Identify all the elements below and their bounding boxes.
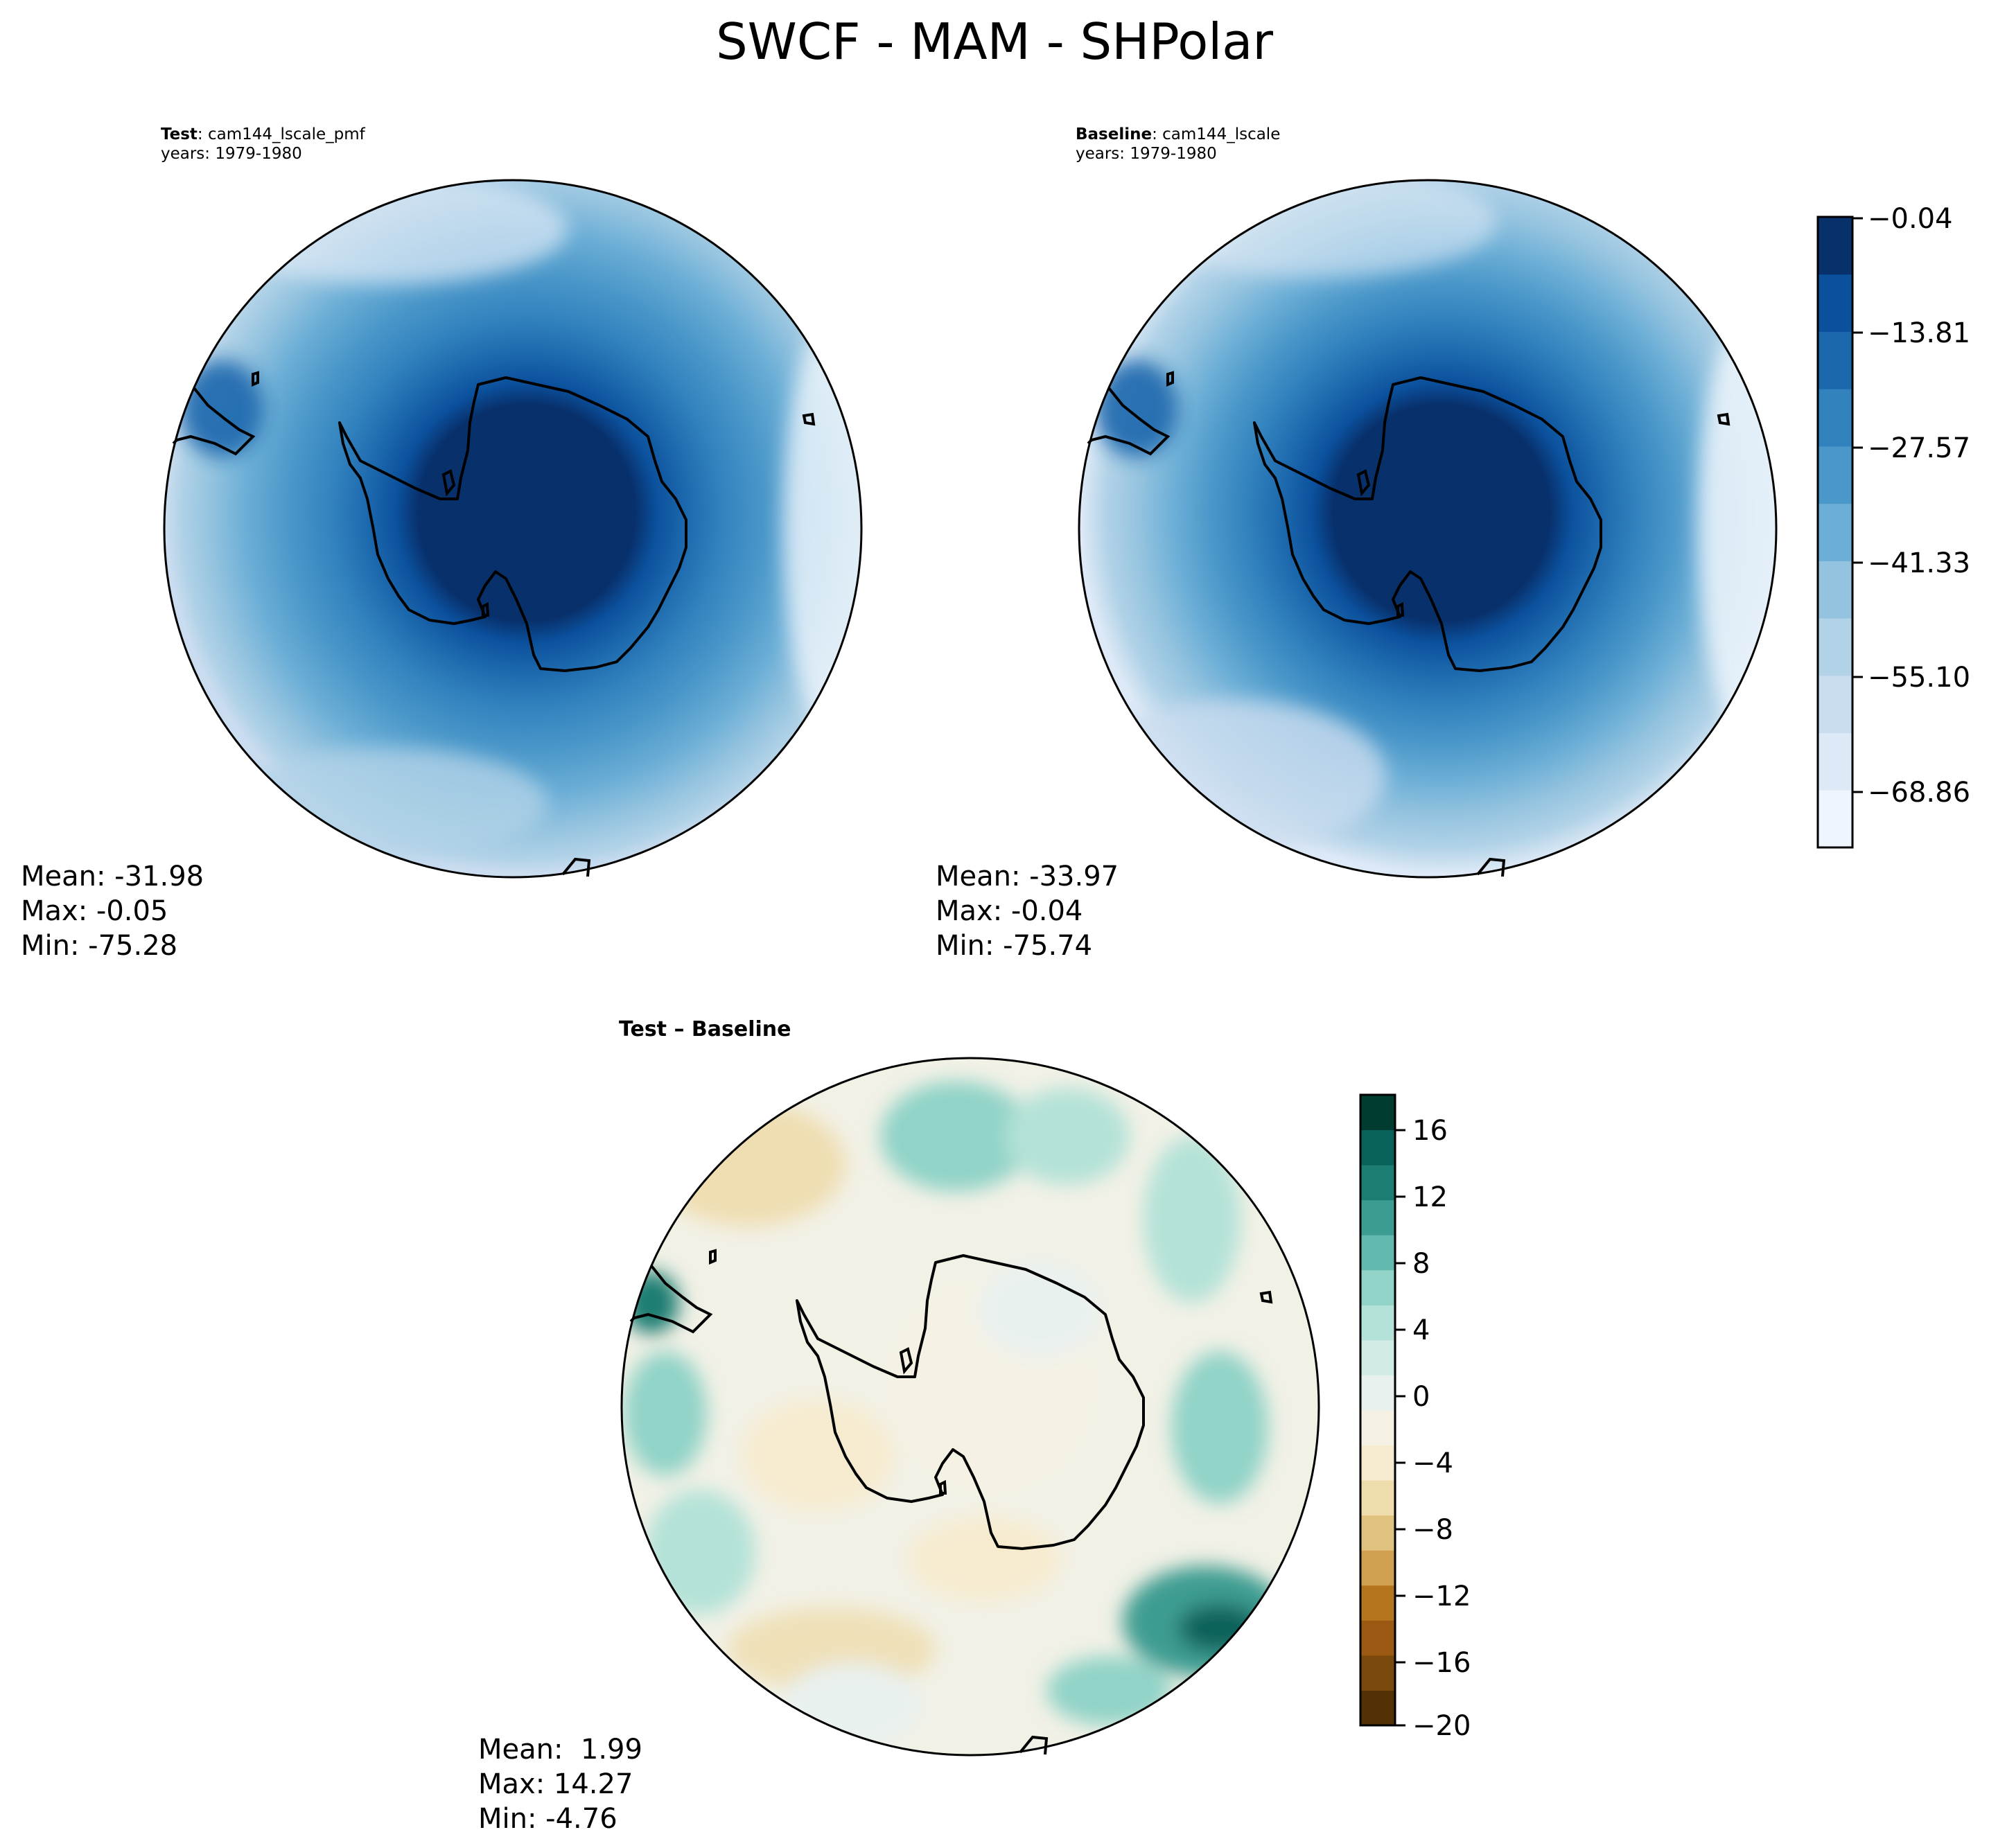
main-colorbar-band (1818, 446, 1852, 504)
diff-colorbar-tick: 8 (1412, 1248, 1430, 1280)
diff-colorbar-band (1360, 1095, 1395, 1131)
diff-colorbar-band (1360, 1550, 1395, 1586)
diff-colorbar-band (1360, 1339, 1395, 1375)
test-label-years: years: 1979-1980 (161, 145, 302, 163)
test-map-boundary (163, 179, 863, 879)
diff-colorbar-band (1360, 1585, 1395, 1621)
main-colorbar-band (1818, 675, 1852, 734)
diff-colorbar-band (1360, 1690, 1395, 1726)
test-map (163, 179, 863, 879)
diff-colorbar-band (1360, 1165, 1395, 1201)
baseline-mean: Mean: -33.97 (936, 861, 1119, 892)
diff-colorbar-tick: −20 (1412, 1710, 1471, 1742)
diff-colorbar-tick: 4 (1412, 1314, 1430, 1346)
main-colorbar-band (1818, 790, 1852, 848)
baseline-label-bold: Baseline (1076, 125, 1153, 143)
test-panel-label: Test: cam144_lscale_pmf years: 1979-1980 (161, 125, 365, 164)
difference-panel-title: Test – Baseline (619, 1017, 791, 1041)
difference-map (620, 1057, 1320, 1757)
main-colorbar-band (1818, 503, 1852, 561)
antarctica-coastline-baseline (1253, 376, 1602, 672)
baseline-label-years: years: 1979-1980 (1076, 145, 1217, 163)
baseline-label-case: : cam144_lscale (1152, 125, 1281, 143)
diff-colorbar-tick: 16 (1412, 1115, 1448, 1147)
baseline-min: Min: -75.74 (936, 930, 1093, 962)
test-max: Max: -0.05 (21, 895, 168, 927)
diff-mean: Mean: 1.99 (478, 1734, 642, 1766)
diff-colorbar-tick: −8 (1412, 1514, 1453, 1546)
diff-colorbar-band (1360, 1620, 1395, 1656)
test-label-case: : cam144_lscale_pmf (197, 125, 365, 143)
main-colorbar-band (1818, 331, 1852, 389)
diff-colorbar-tick: 12 (1412, 1181, 1448, 1213)
diff-colorbar-band (1360, 1445, 1395, 1481)
main-colorbar-tick: −0.04 (1868, 203, 1953, 235)
test-mean: Mean: -31.98 (21, 861, 204, 892)
main-colorbar-tick: −41.33 (1868, 547, 1970, 579)
diff-colorbar-tick: 0 (1412, 1381, 1430, 1413)
baseline-map-boundary (1078, 179, 1778, 879)
difference-stats: Mean: 1.99 Max: 14.27 Min: -4.76 (478, 1732, 642, 1836)
diff-colorbar-band (1360, 1129, 1395, 1165)
main-colorbar-tick: −68.86 (1868, 777, 1970, 809)
figure-title: SWCF - MAM - SHPolar (715, 12, 1274, 71)
diff-colorbar-band (1360, 1375, 1395, 1411)
test-stats: Mean: -31.98 Max: -0.05 Min: -75.28 (21, 859, 204, 963)
main-colorbar-band (1818, 389, 1852, 447)
main-colorbar-ticks: −0.04 −13.81 −27.57 −41.33 −55.10 −68.86 (1852, 203, 1970, 809)
diff-colorbar-ticks: 16 12 8 4 0 −4 −8 −12 −16 −20 (1395, 1115, 1471, 1742)
main-colorbar-band (1818, 732, 1852, 791)
difference-map-boundary (620, 1057, 1320, 1757)
diff-colorbar-band (1360, 1199, 1395, 1235)
test-label-bold: Test (161, 125, 198, 143)
main-colorbar: −0.04 −13.81 −27.57 −41.33 −55.10 −68.86 (1816, 203, 1970, 849)
baseline-map (1078, 179, 1778, 879)
diff-colorbar-band (1360, 1515, 1395, 1551)
diff-min: Min: -4.76 (478, 1803, 617, 1835)
diff-colorbar-band (1360, 1410, 1395, 1446)
diff-colorbar-band (1360, 1480, 1395, 1516)
diff-colorbar-band (1360, 1235, 1395, 1271)
main-colorbar-tick: −55.10 (1868, 662, 1970, 694)
main-colorbar-band (1818, 561, 1852, 619)
main-colorbar-band (1818, 274, 1852, 332)
diff-colorbar-band (1360, 1655, 1395, 1691)
diff-colorbar-tick: −16 (1412, 1647, 1471, 1679)
main-colorbar-band (1818, 217, 1852, 275)
baseline-max: Max: -0.04 (936, 895, 1083, 927)
baseline-panel-label: Baseline: cam144_lscale years: 1979-1980 (1076, 125, 1280, 164)
diff-colorbar-band (1360, 1269, 1395, 1305)
antarctica-coastline-test (338, 376, 687, 672)
main-colorbar-tick: −27.57 (1868, 432, 1970, 464)
diff-colorbar-tick: −12 (1412, 1581, 1471, 1612)
main-colorbar-tick: −13.81 (1868, 317, 1970, 349)
antarctica-coastline-diff (796, 1254, 1145, 1550)
diff-colorbar-band (1360, 1305, 1395, 1341)
baseline-stats: Mean: -33.97 Max: -0.04 Min: -75.74 (936, 859, 1119, 963)
diff-colorbar-tick: −4 (1412, 1447, 1453, 1479)
diff-colorbar: 16 12 8 4 0 −4 −8 −12 −16 −20 (1359, 1093, 1471, 1742)
test-min: Min: -75.28 (21, 930, 178, 962)
diff-max: Max: 14.27 (478, 1768, 633, 1800)
main-colorbar-band (1818, 618, 1852, 676)
